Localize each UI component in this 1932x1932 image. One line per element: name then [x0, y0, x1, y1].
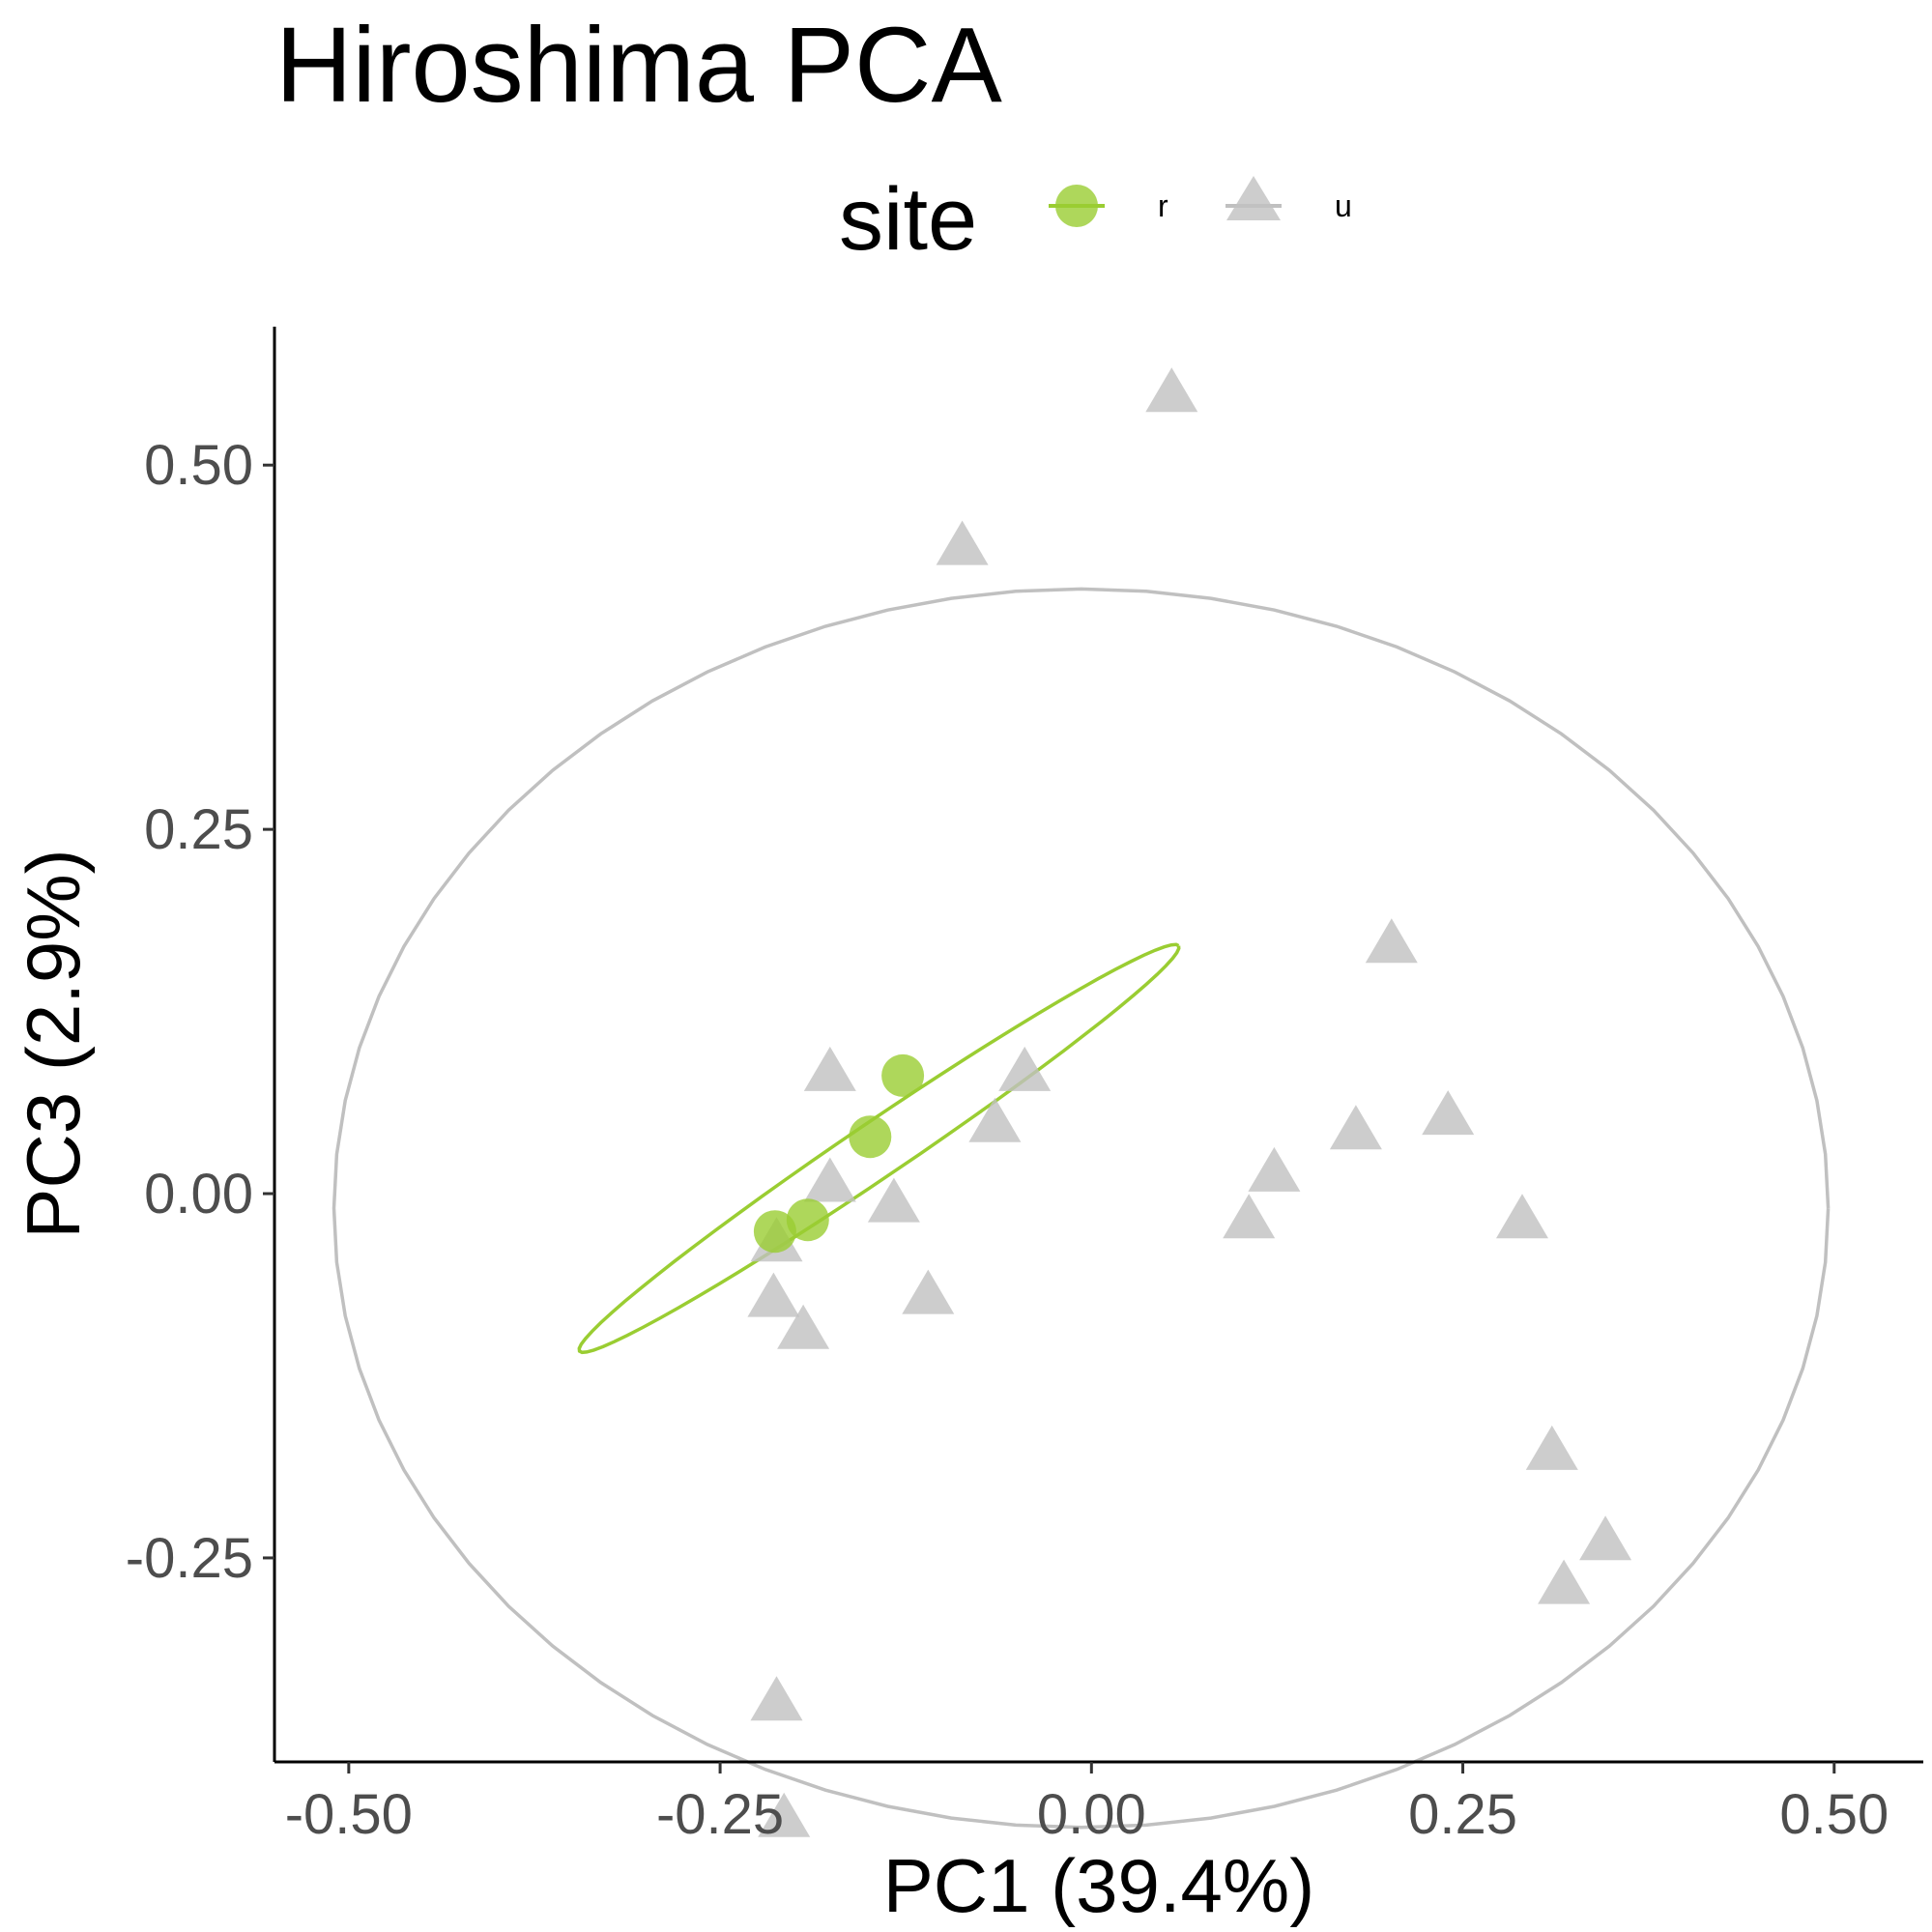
point-u-16	[777, 1304, 830, 1349]
legend-label-u: u	[1335, 188, 1352, 223]
point-u-2	[936, 520, 989, 565]
point-u-15	[747, 1272, 800, 1317]
legend-title: site	[839, 170, 977, 269]
point-r-3	[786, 1198, 829, 1242]
ellipse-r	[577, 942, 1181, 1355]
point-u-18	[1525, 1425, 1578, 1470]
x-tick-label: 0.25	[1408, 1783, 1517, 1846]
point-r-4	[753, 1210, 796, 1254]
y-tick-label: 0.00	[144, 1163, 253, 1226]
y-tick-label: -0.25	[126, 1527, 253, 1590]
point-u-8	[1422, 1090, 1475, 1136]
legend-key-circle-r	[1055, 185, 1098, 227]
point-u-7	[1329, 1105, 1382, 1150]
legend-label-r: r	[1158, 188, 1168, 223]
point-u-12	[1223, 1194, 1276, 1239]
point-u-21	[750, 1676, 803, 1721]
legend-item-r: r	[1049, 185, 1168, 227]
point-u-22	[758, 1792, 811, 1837]
x-tick-label: 0.00	[1037, 1783, 1146, 1846]
legend-key-triangle-u	[1226, 176, 1281, 220]
point-u-4	[803, 1046, 856, 1091]
point-u-1	[1145, 367, 1198, 413]
chart-title: Hiroshima PCA	[275, 6, 1002, 125]
point-u-5	[998, 1046, 1052, 1091]
ellipse-u	[332, 587, 1831, 1830]
point-u-13	[1496, 1194, 1548, 1239]
point-u-9	[803, 1157, 856, 1202]
y-tick-label: 0.25	[144, 798, 253, 861]
point-u-11	[867, 1177, 920, 1223]
y-axis-title: PC3 (2.9%)	[11, 849, 96, 1238]
y-axis-ticks: -0.25 0.00 0.25 0.50	[126, 434, 274, 1590]
x-tick-label: 0.50	[1779, 1783, 1889, 1846]
point-r-1	[881, 1053, 925, 1097]
y-tick-label: 0.50	[144, 434, 253, 497]
x-axis-title: PC1 (39.4%)	[883, 1843, 1315, 1928]
point-u-17	[902, 1269, 955, 1314]
point-u-3	[1365, 918, 1418, 964]
legend-item-u: u	[1226, 176, 1352, 223]
x-tick-label: -0.50	[285, 1783, 413, 1846]
plot-area: -0.50 -0.25 0.00 0.25 0.50 -0.25 0.00 0.25 0.50	[126, 327, 1923, 1846]
point-u-19	[1579, 1515, 1632, 1561]
point-u-10	[1248, 1146, 1301, 1192]
confidence-ellipses	[332, 587, 1831, 1830]
data-points	[747, 367, 1632, 1837]
point-u-6	[968, 1097, 1022, 1142]
x-tick-label: -0.25	[656, 1783, 784, 1846]
legend: site r u	[839, 170, 1352, 269]
point-u-20	[1538, 1559, 1591, 1604]
x-axis-ticks: -0.50 -0.25 0.00 0.25 0.50	[285, 1762, 1889, 1846]
point-r-2	[849, 1115, 892, 1159]
